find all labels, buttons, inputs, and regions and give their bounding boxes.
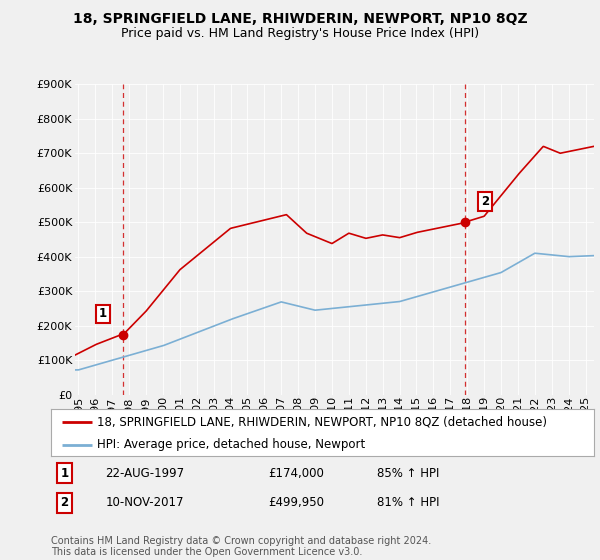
Text: 81% ↑ HPI: 81% ↑ HPI	[377, 496, 439, 509]
Text: 85% ↑ HPI: 85% ↑ HPI	[377, 466, 439, 480]
Text: 18, SPRINGFIELD LANE, RHIWDERIN, NEWPORT, NP10 8QZ (detached house): 18, SPRINGFIELD LANE, RHIWDERIN, NEWPORT…	[97, 416, 547, 428]
Text: 10-NOV-2017: 10-NOV-2017	[106, 496, 184, 509]
Text: 2: 2	[481, 195, 489, 208]
Text: £499,950: £499,950	[268, 496, 324, 509]
Text: 1: 1	[61, 466, 68, 480]
Text: 2: 2	[61, 496, 68, 509]
Text: Price paid vs. HM Land Registry's House Price Index (HPI): Price paid vs. HM Land Registry's House …	[121, 27, 479, 40]
Text: 22-AUG-1997: 22-AUG-1997	[106, 466, 184, 480]
Text: 1: 1	[99, 307, 107, 320]
Text: Contains HM Land Registry data © Crown copyright and database right 2024.
This d: Contains HM Land Registry data © Crown c…	[51, 535, 431, 557]
Text: 18, SPRINGFIELD LANE, RHIWDERIN, NEWPORT, NP10 8QZ: 18, SPRINGFIELD LANE, RHIWDERIN, NEWPORT…	[73, 12, 527, 26]
Text: HPI: Average price, detached house, Newport: HPI: Average price, detached house, Newp…	[97, 438, 365, 451]
Text: £174,000: £174,000	[268, 466, 324, 480]
